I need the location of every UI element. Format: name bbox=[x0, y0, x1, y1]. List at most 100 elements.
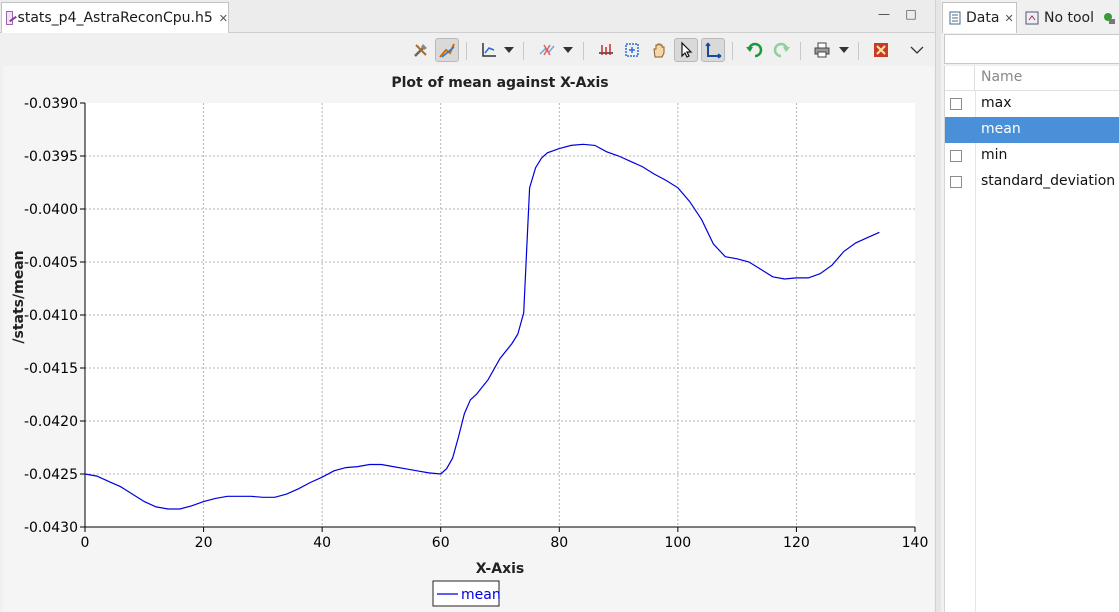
y-tick-label: -0.0405 bbox=[24, 255, 78, 271]
select-cursor-icon bbox=[681, 41, 693, 58]
tool-chooser-icon[interactable] bbox=[1102, 11, 1116, 25]
table-row[interactable]: mean bbox=[945, 117, 1119, 143]
y-tick-label: -0.0430 bbox=[24, 520, 78, 536]
toolbar-separator bbox=[523, 42, 524, 60]
column-divider bbox=[975, 91, 976, 612]
annotation-icon bbox=[599, 44, 613, 55]
x-tick-label: 140 bbox=[902, 535, 929, 551]
x-tick-label: 0 bbox=[81, 535, 90, 551]
table-row[interactable]: standard_deviation bbox=[945, 169, 1119, 195]
zoom-box-icon bbox=[625, 43, 639, 57]
configure-icon bbox=[414, 44, 427, 57]
reset-button[interactable] bbox=[869, 38, 893, 62]
x-tick-label: 120 bbox=[783, 535, 810, 551]
y-tick-label: -0.0420 bbox=[24, 414, 78, 430]
axes-select-button[interactable] bbox=[701, 38, 725, 62]
undo-icon bbox=[746, 42, 763, 58]
y-tick-label: -0.0415 bbox=[24, 361, 78, 377]
print-dropdown-arrow[interactable] bbox=[839, 47, 849, 53]
y-tick-label: -0.0395 bbox=[24, 149, 78, 165]
maximize-button[interactable]: □ bbox=[905, 7, 917, 21]
tab-data[interactable]: Data ✕ bbox=[942, 2, 1017, 33]
toolbar-separator bbox=[858, 42, 859, 60]
y-axis-label: /stats/mean bbox=[11, 250, 27, 343]
row-checkbox[interactable] bbox=[950, 150, 962, 162]
row-label: min bbox=[981, 147, 1008, 163]
toolbar-separator bbox=[583, 42, 584, 60]
trace-button[interactable] bbox=[535, 38, 559, 62]
toolbar-separator bbox=[732, 42, 733, 60]
dataset-table: Name max mean min standard_deviation bbox=[944, 66, 1119, 612]
data-view: Data ✕ No tool Name max mean min standard_d… bbox=[941, 0, 1119, 612]
y-tick-label: -0.0390 bbox=[24, 96, 78, 112]
redo-icon bbox=[773, 42, 790, 58]
x-tick-label: 60 bbox=[432, 535, 450, 551]
tab-no-tool[interactable]: No tool bbox=[1019, 2, 1119, 33]
plot-background[interactable] bbox=[85, 103, 915, 527]
close-icon[interactable]: ✕ bbox=[218, 11, 228, 25]
view-menu-button[interactable] bbox=[905, 38, 929, 62]
table-row[interactable]: min bbox=[945, 143, 1119, 169]
plot-tool-icon bbox=[439, 43, 455, 58]
select-cursor-button[interactable] bbox=[674, 38, 698, 62]
trace-dropdown-arrow[interactable] bbox=[563, 47, 573, 53]
row-label: max bbox=[981, 95, 1012, 111]
editor-tab-title: stats_p4_AstraReconCpu.h5 bbox=[17, 10, 213, 26]
filter-input[interactable] bbox=[944, 34, 1119, 64]
trace-icon bbox=[539, 44, 555, 56]
configure-button[interactable] bbox=[409, 38, 433, 62]
x-tick-label: 80 bbox=[550, 535, 568, 551]
editor-tab-bar: stats_p4_AstraReconCpu.h5 ✕ — □ bbox=[0, 0, 935, 33]
plot-tool-button[interactable] bbox=[435, 38, 459, 62]
x-tick-label: 20 bbox=[195, 535, 213, 551]
plot-area[interactable]: 0 20 40 60 80 100 120 140 -0.0390 -0.0395 -0.0400 -… bbox=[3, 66, 934, 612]
plot-file-icon bbox=[6, 11, 13, 25]
pan-button[interactable] bbox=[647, 38, 671, 62]
table-header: Name bbox=[945, 66, 1119, 91]
toolbar-separator bbox=[800, 42, 801, 60]
print-button[interactable] bbox=[810, 38, 834, 62]
axes-button[interactable] bbox=[477, 38, 501, 62]
y-tick-label: -0.0425 bbox=[24, 467, 78, 483]
tab-data-label: Data bbox=[966, 10, 1000, 26]
series-line-mean[interactable] bbox=[84, 143, 880, 510]
x-axis-label: X-Axis bbox=[476, 561, 524, 577]
view-tab-bar: Data ✕ No tool bbox=[941, 0, 1119, 33]
axes-dropdown-arrow[interactable] bbox=[504, 47, 514, 53]
x-tick-label: 100 bbox=[664, 535, 691, 551]
row-checkbox[interactable] bbox=[950, 98, 962, 110]
x-tick-label: 40 bbox=[313, 535, 331, 551]
split-sash[interactable] bbox=[935, 0, 941, 612]
minimize-button[interactable]: — bbox=[878, 7, 890, 21]
plot-toolbar bbox=[0, 34, 935, 66]
zoom-box-button[interactable] bbox=[620, 38, 644, 62]
toolbar-separator bbox=[466, 42, 467, 60]
y-tick-label: -0.0400 bbox=[24, 202, 78, 218]
data-tree-icon bbox=[949, 11, 961, 25]
view-menu-icon bbox=[910, 46, 924, 54]
legend-label: mean bbox=[461, 587, 501, 603]
tab-no-tool-label: No tool bbox=[1044, 9, 1094, 26]
name-column-header[interactable]: Name bbox=[981, 69, 1023, 85]
line-chart[interactable]: 0 20 40 60 80 100 120 140 -0.0390 -0.0395 -0.0400 -… bbox=[3, 66, 934, 612]
axes-icon bbox=[482, 43, 496, 57]
editor-tab[interactable]: stats_p4_AstraReconCpu.h5 ✕ bbox=[1, 2, 229, 33]
table-row[interactable]: max bbox=[945, 91, 1119, 117]
row-label: mean bbox=[981, 121, 1021, 137]
axes-select-icon bbox=[705, 42, 722, 59]
row-label: standard_deviation bbox=[981, 173, 1116, 189]
reset-icon bbox=[874, 43, 888, 57]
pan-icon bbox=[653, 43, 665, 58]
annotation-button[interactable] bbox=[594, 38, 618, 62]
tool-page-icon bbox=[1025, 11, 1039, 24]
undo-button[interactable] bbox=[742, 38, 766, 62]
row-checkbox[interactable] bbox=[950, 176, 962, 188]
checkbox-column-header[interactable] bbox=[945, 66, 975, 91]
redo-button[interactable] bbox=[770, 38, 794, 62]
y-tick-label: -0.0410 bbox=[24, 308, 78, 324]
close-icon[interactable]: ✕ bbox=[1004, 11, 1014, 25]
chart-title: Plot of mean against X-Axis bbox=[391, 75, 608, 91]
plot-editor: stats_p4_AstraReconCpu.h5 ✕ — □ bbox=[0, 0, 935, 612]
print-icon bbox=[814, 42, 830, 58]
